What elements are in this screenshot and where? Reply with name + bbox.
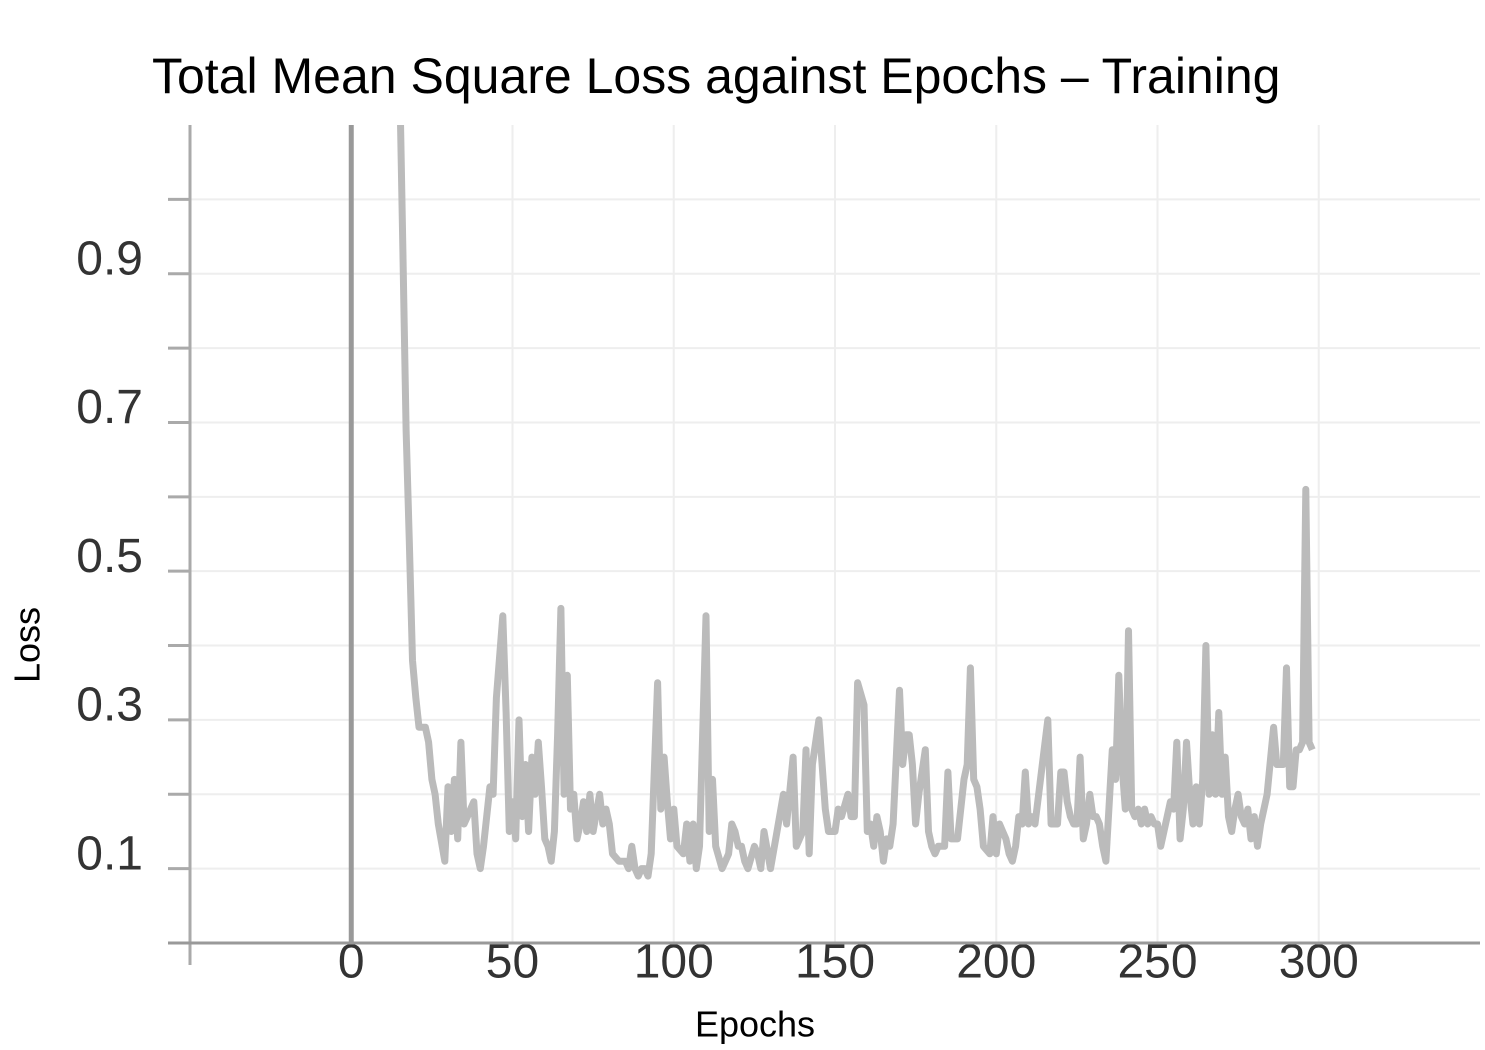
x-tick-label: 50 [486, 936, 539, 989]
loss-line [397, 125, 1316, 880]
x-tick-label: 150 [795, 936, 875, 989]
x-axis-label: Epochs [695, 1004, 815, 1045]
y-tick-label: 0.7 [76, 381, 143, 434]
y-axis-label: Loss [7, 607, 48, 683]
x-tick-label: 300 [1279, 936, 1359, 989]
y-tick-label: 0.1 [76, 827, 143, 880]
x-tick-label: 250 [1117, 936, 1197, 989]
chart-title: Total Mean Square Loss against Epochs – … [152, 48, 1280, 104]
y-tick-label: 0.3 [76, 679, 143, 732]
y-tick-label: 0.9 [76, 232, 143, 285]
y-tick-label: 0.5 [76, 530, 143, 583]
x-tick-label: 200 [956, 936, 1036, 989]
x-tick-label: 0 [338, 936, 365, 989]
x-tick-label: 100 [634, 936, 714, 989]
